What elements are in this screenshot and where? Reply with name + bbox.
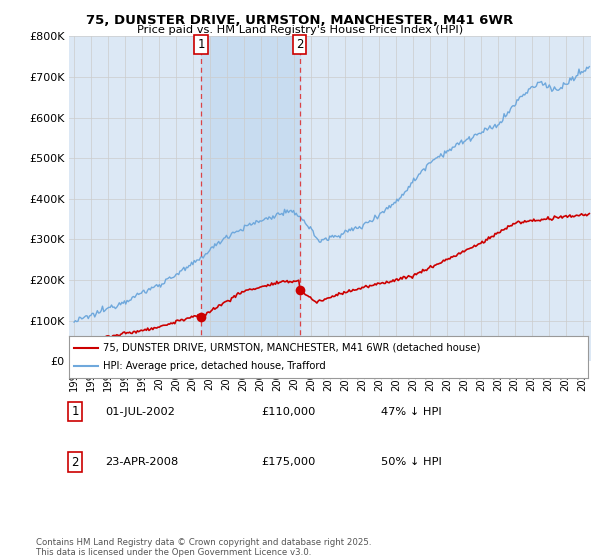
Text: 75, DUNSTER DRIVE, URMSTON, MANCHESTER, M41 6WR (detached house): 75, DUNSTER DRIVE, URMSTON, MANCHESTER, … — [103, 343, 480, 353]
Bar — [201, 36, 299, 361]
Text: Contains HM Land Registry data © Crown copyright and database right 2025.
This d: Contains HM Land Registry data © Crown c… — [36, 538, 371, 557]
Text: 1: 1 — [197, 38, 205, 51]
Text: 47% ↓ HPI: 47% ↓ HPI — [381, 407, 442, 417]
Text: 75, DUNSTER DRIVE, URMSTON, MANCHESTER, M41 6WR: 75, DUNSTER DRIVE, URMSTON, MANCHESTER, … — [86, 14, 514, 27]
Text: 2: 2 — [71, 455, 79, 469]
Text: Price paid vs. HM Land Registry's House Price Index (HPI): Price paid vs. HM Land Registry's House … — [137, 25, 463, 35]
Text: 2: 2 — [296, 38, 304, 51]
Text: HPI: Average price, detached house, Trafford: HPI: Average price, detached house, Traf… — [103, 361, 325, 371]
Text: £175,000: £175,000 — [261, 457, 316, 467]
Text: 1: 1 — [71, 405, 79, 418]
Text: £110,000: £110,000 — [261, 407, 316, 417]
Text: 23-APR-2008: 23-APR-2008 — [105, 457, 178, 467]
Text: 50% ↓ HPI: 50% ↓ HPI — [381, 457, 442, 467]
Text: 01-JUL-2002: 01-JUL-2002 — [105, 407, 175, 417]
